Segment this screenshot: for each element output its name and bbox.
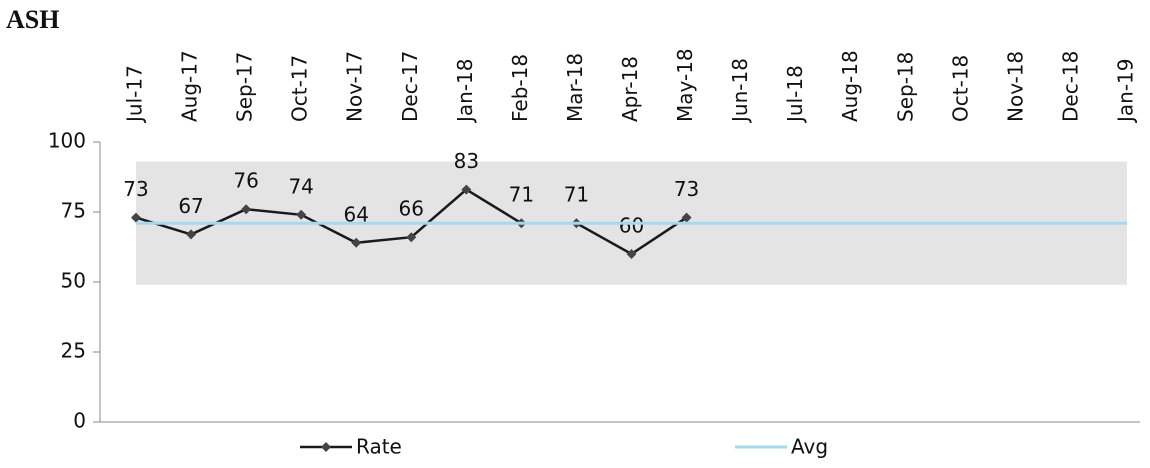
x-tick-label: Jul-18 — [783, 65, 807, 124]
y-tick-label: 0 — [73, 409, 86, 433]
x-tick-label: Dec-17 — [398, 51, 422, 122]
marker — [296, 209, 307, 220]
data-label: 73 — [674, 177, 699, 201]
legend-label: Avg — [791, 435, 828, 459]
x-tick-label: Nov-17 — [343, 51, 367, 122]
x-tick-label: Jun-18 — [728, 58, 752, 124]
x-tick-label: Jul-17 — [123, 65, 147, 124]
data-label: 71 — [564, 183, 589, 207]
data-label: 71 — [509, 183, 534, 207]
x-tick-label: Nov-18 — [1003, 51, 1027, 122]
x-tick-label: Sep-17 — [233, 52, 257, 122]
x-tick-label: Jan-18 — [453, 59, 477, 125]
data-label: 67 — [178, 194, 203, 218]
marker — [351, 237, 362, 248]
data-label: 76 — [233, 169, 258, 193]
data-label: 83 — [454, 149, 479, 173]
x-tick-label: May-18 — [673, 48, 697, 122]
marker — [681, 212, 692, 223]
marker — [186, 229, 197, 240]
x-tick-label: Oct-18 — [948, 55, 972, 122]
x-tick-label: Sep-18 — [893, 52, 917, 122]
data-label: 60 — [619, 214, 644, 238]
marker — [406, 232, 417, 243]
x-tick-label: Feb-18 — [508, 54, 532, 122]
x-tick-label: Oct-17 — [288, 55, 312, 122]
y-tick-label: 75 — [61, 199, 86, 223]
marker — [461, 184, 472, 195]
x-tick-label: Aug-18 — [838, 50, 862, 122]
x-tick-label: Aug-17 — [178, 50, 202, 122]
x-tick-label: Mar-18 — [563, 53, 587, 122]
y-tick-label: 100 — [48, 129, 86, 153]
marker — [131, 212, 141, 223]
x-tick-label: Dec-18 — [1058, 51, 1082, 122]
y-tick-label: 50 — [61, 269, 86, 293]
legend-marker — [321, 442, 331, 452]
legend-label: Rate — [356, 435, 402, 459]
data-label: 66 — [399, 197, 424, 221]
x-tick-label: Jan-19 — [1114, 59, 1138, 125]
y-tick-label: 25 — [61, 339, 86, 363]
x-tick-label: Apr-18 — [618, 56, 642, 122]
marker — [241, 204, 252, 215]
chart-title: ASH — [6, 5, 59, 34]
data-label: 73 — [123, 177, 148, 201]
marker — [626, 249, 637, 259]
data-label: 74 — [288, 174, 313, 198]
